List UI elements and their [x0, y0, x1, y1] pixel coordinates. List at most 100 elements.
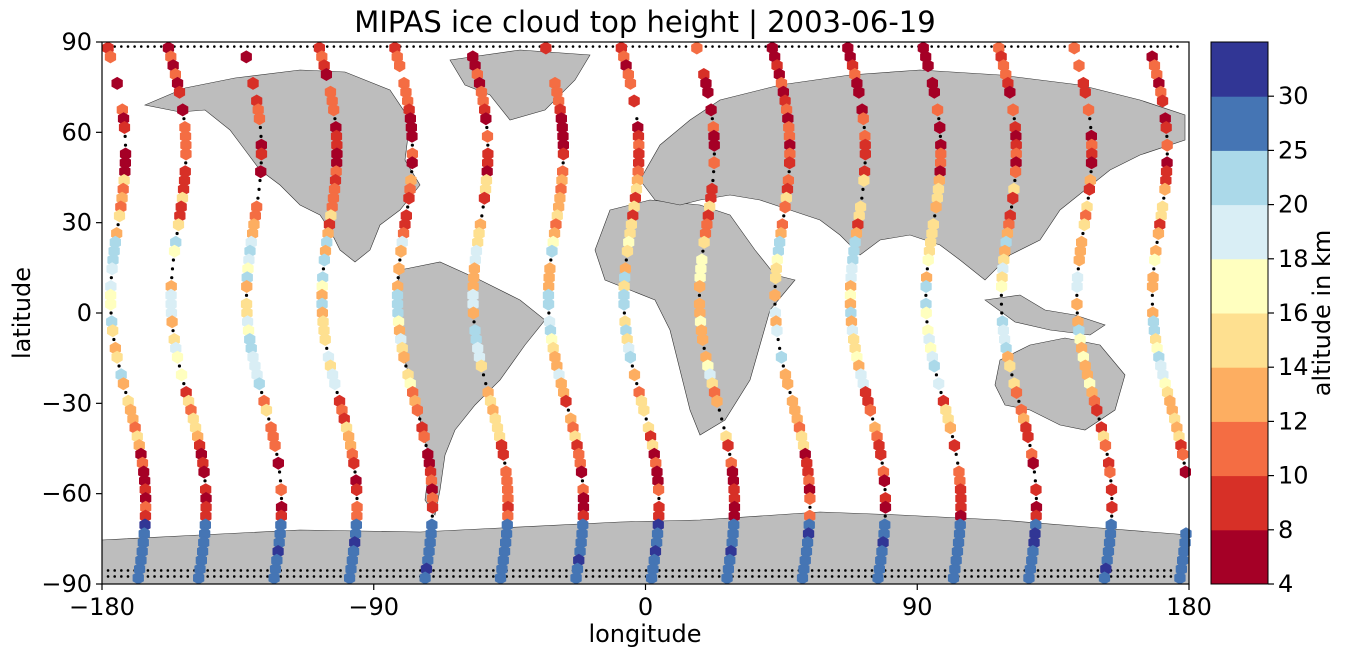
- no-cloud-marker: [478, 45, 482, 48]
- no-cloud-marker: [1010, 569, 1013, 572]
- no-cloud-marker: [179, 45, 183, 48]
- cloud-top-point: [1074, 244, 1086, 258]
- cloud-top-point: [543, 280, 555, 293]
- no-cloud-marker: [1081, 231, 1085, 236]
- cloud-top-point: [782, 174, 794, 187]
- cloud-top-point: [273, 536, 285, 550]
- no-cloud-marker: [1162, 196, 1166, 200]
- cloud-top-point: [500, 465, 512, 479]
- cloud-top-point: [570, 571, 582, 585]
- cloud-top-point: [139, 483, 151, 497]
- no-cloud-marker: [764, 45, 767, 48]
- no-cloud-marker: [1003, 569, 1007, 572]
- cloud-top-point: [1076, 235, 1088, 249]
- no-cloud-marker: [153, 575, 156, 578]
- cloud-top-point: [930, 200, 942, 214]
- no-cloud-marker: [923, 575, 927, 578]
- no-cloud-marker: [244, 293, 249, 297]
- no-cloud-marker: [1096, 45, 1100, 48]
- cloud-top-point: [702, 85, 714, 99]
- no-cloud-marker: [624, 575, 628, 578]
- cloud-top-point: [954, 474, 966, 488]
- cloud-top-point: [705, 103, 717, 117]
- no-cloud-marker: [1169, 569, 1173, 572]
- cloud-top-point: [467, 280, 479, 293]
- cloud-top-point: [331, 138, 343, 152]
- cloud-top-point: [1071, 297, 1083, 311]
- no-cloud-marker: [113, 569, 116, 572]
- cloud-top-point: [540, 41, 552, 55]
- no-cloud-marker: [773, 284, 777, 289]
- no-cloud-marker: [717, 569, 721, 572]
- cloud-top-point: [1174, 571, 1186, 585]
- cloud-top-point: [198, 465, 210, 479]
- cloud-top-point: [547, 235, 559, 249]
- cloud-top-point: [137, 536, 149, 550]
- cloud-top-point: [1073, 253, 1085, 267]
- no-cloud-marker: [531, 569, 535, 572]
- no-cloud-marker: [591, 575, 595, 578]
- cloud-top-point: [344, 571, 356, 585]
- cloud-top-point: [632, 165, 644, 179]
- cloud-top-point: [1030, 509, 1042, 523]
- cloud-top-point: [177, 182, 190, 196]
- cloud-top-point: [426, 500, 439, 514]
- no-cloud-marker: [611, 569, 615, 572]
- no-cloud-marker: [678, 569, 681, 572]
- no-cloud-marker: [1156, 569, 1159, 572]
- no-cloud-marker: [830, 575, 834, 578]
- colorbar-bin: [1211, 367, 1268, 422]
- no-cloud-marker: [478, 575, 482, 578]
- cloud-top-point: [770, 262, 782, 276]
- cloud-top-point: [618, 297, 630, 311]
- cloud-top-point: [247, 76, 259, 90]
- no-cloud-marker: [166, 575, 170, 578]
- no-cloud-marker: [1036, 45, 1040, 48]
- cloud-top-point: [1147, 306, 1159, 320]
- cloud-top-point: [878, 527, 890, 541]
- colorbar-label: altitude in km: [1308, 230, 1336, 397]
- no-cloud-marker: [175, 231, 179, 236]
- cloud-top-point: [406, 147, 418, 161]
- colorbar-tick-label: 14: [1278, 353, 1309, 381]
- no-cloud-marker: [930, 575, 934, 578]
- no-cloud-marker: [1069, 569, 1073, 572]
- no-cloud-marker: [1156, 45, 1159, 48]
- no-cloud-marker: [976, 569, 980, 572]
- no-cloud-marker: [903, 569, 907, 572]
- cloud-top-point: [1008, 182, 1020, 196]
- cloud-top-point: [502, 509, 514, 523]
- no-cloud-marker: [1143, 575, 1146, 578]
- cloud-top-point: [403, 191, 415, 205]
- no-cloud-marker: [697, 293, 702, 297]
- no-cloud-marker: [1050, 575, 1053, 578]
- no-cloud-marker: [545, 569, 548, 572]
- cloud-top-point: [858, 174, 870, 187]
- cloud-top-point: [928, 85, 940, 99]
- north-america-land: [143, 69, 421, 263]
- no-cloud-marker: [404, 364, 408, 368]
- cloud-top-point: [577, 509, 589, 523]
- cloud-top-point: [999, 244, 1011, 258]
- cloud-top-point: [849, 235, 861, 249]
- cloud-top-point: [857, 112, 869, 126]
- cloud-top-point: [727, 474, 739, 488]
- cloud-top-point: [1156, 94, 1169, 108]
- no-cloud-marker: [452, 45, 455, 48]
- cloud-top-point: [392, 280, 404, 293]
- no-cloud-marker: [485, 125, 489, 130]
- no-cloud-marker: [518, 45, 522, 48]
- cloud-top-point: [955, 500, 967, 514]
- no-cloud-marker: [458, 575, 462, 578]
- cloud-top-point: [1179, 536, 1191, 550]
- cloud-top-point: [784, 138, 796, 152]
- no-cloud-marker: [124, 390, 128, 395]
- no-cloud-marker: [345, 45, 349, 48]
- cloud-top-point: [771, 253, 783, 267]
- no-cloud-marker: [585, 45, 588, 48]
- no-cloud-marker: [1075, 293, 1079, 297]
- cloud-top-point: [847, 253, 859, 267]
- no-cloud-marker: [1150, 293, 1154, 297]
- no-cloud-marker: [117, 364, 121, 368]
